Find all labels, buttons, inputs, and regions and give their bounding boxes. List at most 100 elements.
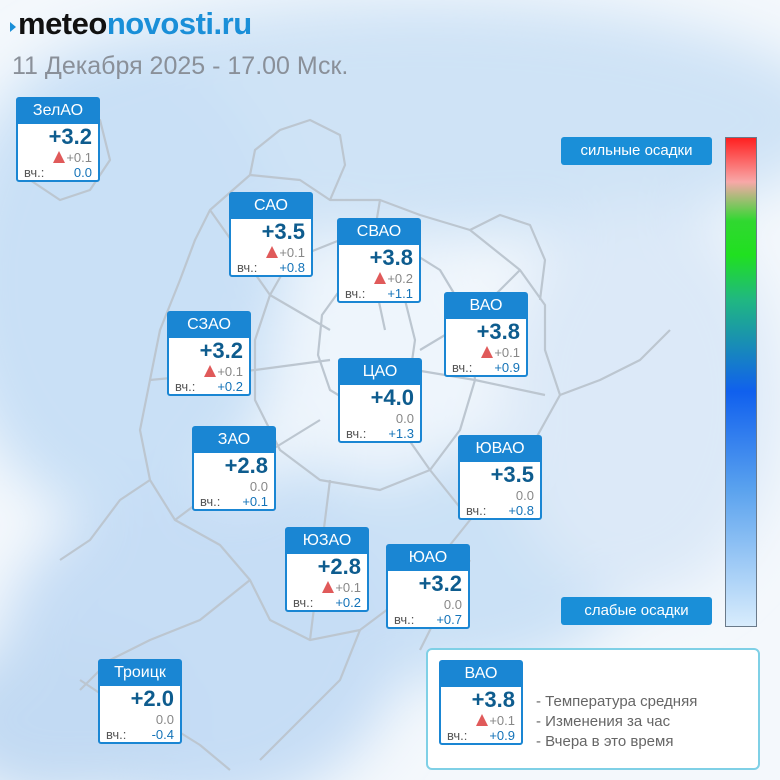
district-hour-change: 0.0 bbox=[396, 411, 414, 426]
district-yesterday: вч.: +0.7 bbox=[394, 612, 462, 627]
logo-text-meteo: meteo bbox=[18, 6, 107, 41]
rise-arrow-icon bbox=[204, 365, 217, 377]
district-card-troitsk[interactable]: Троицк +2.0 0.0 вч.: -0.4 bbox=[98, 659, 182, 744]
district-card-yuao[interactable]: ЮАО +3.2 0.0 вч.: +0.7 bbox=[386, 544, 470, 629]
yesterday-label: вч.: bbox=[237, 260, 258, 275]
hour-change-value: +0.1 bbox=[66, 150, 92, 165]
district-card-szao[interactable]: СЗАО +3.2 +0.1 вч.: +0.2 bbox=[167, 311, 251, 396]
district-hour-change: +0.1 bbox=[53, 150, 92, 165]
yesterday-label: вч.: bbox=[293, 595, 314, 610]
hour-change-value: +0.1 bbox=[489, 713, 515, 728]
yesterday-label: вч.: bbox=[466, 503, 487, 518]
yesterday-label: вч.: bbox=[175, 379, 196, 394]
district-name: ЮВАО bbox=[459, 436, 541, 462]
yesterday-value: +0.8 bbox=[508, 503, 534, 518]
district-temperature: +3.2 bbox=[199, 338, 243, 363]
district-temperature: +3.5 bbox=[261, 219, 305, 244]
district-card-zao[interactable]: ЗАО +2.8 0.0 вч.: +0.1 bbox=[192, 426, 276, 511]
rise-arrow-icon bbox=[266, 246, 279, 258]
district-card-vao[interactable]: ВАО +3.8 +0.1 вч.: +0.9 bbox=[444, 292, 528, 377]
district-temperature: +2.0 bbox=[130, 686, 174, 711]
district-yesterday: вч.: +0.2 bbox=[175, 379, 243, 394]
district-name: ЮЗАО bbox=[286, 528, 368, 554]
district-card-yuvao[interactable]: ЮВАО +3.5 0.0 вч.: +0.8 bbox=[458, 435, 542, 520]
district-name: ЮАО bbox=[387, 545, 469, 571]
district-name: ЦАО bbox=[339, 359, 421, 385]
district-temperature: +2.8 bbox=[224, 453, 268, 478]
logo-text-novosti: novosti.ru bbox=[106, 6, 252, 41]
district-hour-change: +0.2 bbox=[374, 271, 413, 286]
district-card-sao[interactable]: САО +3.5 +0.1 вч.: +0.8 bbox=[229, 192, 313, 277]
district-name: ЗАО bbox=[193, 427, 275, 453]
district-hour-change: +0.1 bbox=[322, 580, 361, 595]
yesterday-label: вч.: bbox=[200, 494, 221, 509]
district-card-cao[interactable]: ЦАО +4.0 0.0 вч.: +1.3 bbox=[338, 358, 422, 443]
yesterday-value: +0.2 bbox=[217, 379, 243, 394]
district-hour-change: 0.0 bbox=[444, 597, 462, 612]
rise-arrow-icon bbox=[53, 151, 66, 163]
district-name: СВАО bbox=[338, 219, 420, 245]
district-card-svao[interactable]: СВАО +3.8 +0.2 вч.: +1.1 bbox=[337, 218, 421, 303]
legend-box: ВАО +3.8 +0.1 вч.: +0.9 - Температура сре… bbox=[426, 648, 760, 770]
yesterday-label: вч.: bbox=[394, 612, 415, 627]
hour-change-value: 0.0 bbox=[443, 597, 462, 612]
district-yesterday: вч.: +0.2 bbox=[293, 595, 361, 610]
district-temperature: +3.5 bbox=[490, 462, 534, 487]
district-name: ВАО bbox=[445, 293, 527, 319]
hour-change-value: 0.0 bbox=[155, 712, 174, 727]
rise-arrow-icon bbox=[481, 346, 494, 358]
yesterday-label: вч.: bbox=[346, 426, 367, 441]
district-card-zelao[interactable]: ЗелАО +3.2 +0.1 вч.: 0.0 bbox=[16, 97, 100, 182]
district-yesterday: вч.: 0.0 bbox=[24, 165, 92, 180]
district-yesterday: вч.: +0.1 bbox=[200, 494, 268, 509]
hour-change-value: +0.1 bbox=[335, 580, 361, 595]
rise-arrow-icon bbox=[476, 714, 489, 726]
scale-label-light: слабые осадки bbox=[561, 597, 712, 625]
district-hour-change: +0.1 bbox=[266, 245, 305, 260]
legend-line-hour-change: - Изменения за час bbox=[536, 713, 671, 730]
forecast-datetime: 11 Декабря 2025 - 17.00 Мск. bbox=[12, 52, 349, 80]
district-temperature: +3.2 bbox=[48, 124, 92, 149]
yesterday-value: +1.1 bbox=[387, 286, 413, 301]
district-hour-change: +0.1 bbox=[476, 713, 515, 728]
district-name: Троицк bbox=[99, 660, 181, 686]
legend-line-yesterday: - Вчера в это время bbox=[536, 733, 674, 750]
district-temperature: +3.8 bbox=[471, 687, 515, 712]
district-yesterday: вч.: +0.8 bbox=[466, 503, 534, 518]
district-yesterday: вч.: +0.9 bbox=[452, 360, 520, 375]
yesterday-value: 0.0 bbox=[73, 165, 92, 180]
logo-chevron-icon bbox=[10, 22, 16, 32]
yesterday-value: +0.7 bbox=[436, 612, 462, 627]
yesterday-label: вч.: bbox=[345, 286, 366, 301]
district-name: ЗелАО bbox=[17, 98, 99, 124]
hour-change-value: +0.1 bbox=[494, 345, 520, 360]
yesterday-label: вч.: bbox=[452, 360, 473, 375]
district-temperature: +3.2 bbox=[418, 571, 462, 596]
district-hour-change: +0.1 bbox=[481, 345, 520, 360]
rise-arrow-icon bbox=[374, 272, 387, 284]
yesterday-value: +0.8 bbox=[279, 260, 305, 275]
hour-change-value: +0.2 bbox=[387, 271, 413, 286]
rise-arrow-icon bbox=[322, 581, 335, 593]
district-temperature: +3.8 bbox=[476, 319, 520, 344]
district-temperature: +3.8 bbox=[369, 245, 413, 270]
hour-change-value: 0.0 bbox=[395, 411, 414, 426]
legend-explanations: - Температура средняя - Изменения за час… bbox=[536, 692, 697, 752]
hour-change-value: +0.1 bbox=[217, 364, 243, 379]
yesterday-value: +0.9 bbox=[489, 728, 515, 743]
yesterday-value: +0.9 bbox=[494, 360, 520, 375]
precipitation-color-scale bbox=[725, 137, 757, 627]
district-hour-change: 0.0 bbox=[516, 488, 534, 503]
site-logo[interactable]: meteonovosti.ru bbox=[10, 4, 252, 44]
district-yesterday: вч.: +1.3 bbox=[346, 426, 414, 441]
hour-change-value: 0.0 bbox=[249, 479, 268, 494]
district-yesterday: вч.: -0.4 bbox=[106, 727, 174, 742]
district-yesterday: вч.: +1.1 bbox=[345, 286, 413, 301]
district-card-yuzao[interactable]: ЮЗАО +2.8 +0.1 вч.: +0.2 bbox=[285, 527, 369, 612]
yesterday-label: вч.: bbox=[106, 727, 127, 742]
hour-change-value: 0.0 bbox=[515, 488, 534, 503]
district-name: СЗАО bbox=[168, 312, 250, 338]
yesterday-value: -0.4 bbox=[151, 727, 174, 742]
district-yesterday: вч.: +0.9 bbox=[447, 728, 515, 743]
hour-change-value: +0.1 bbox=[279, 245, 305, 260]
